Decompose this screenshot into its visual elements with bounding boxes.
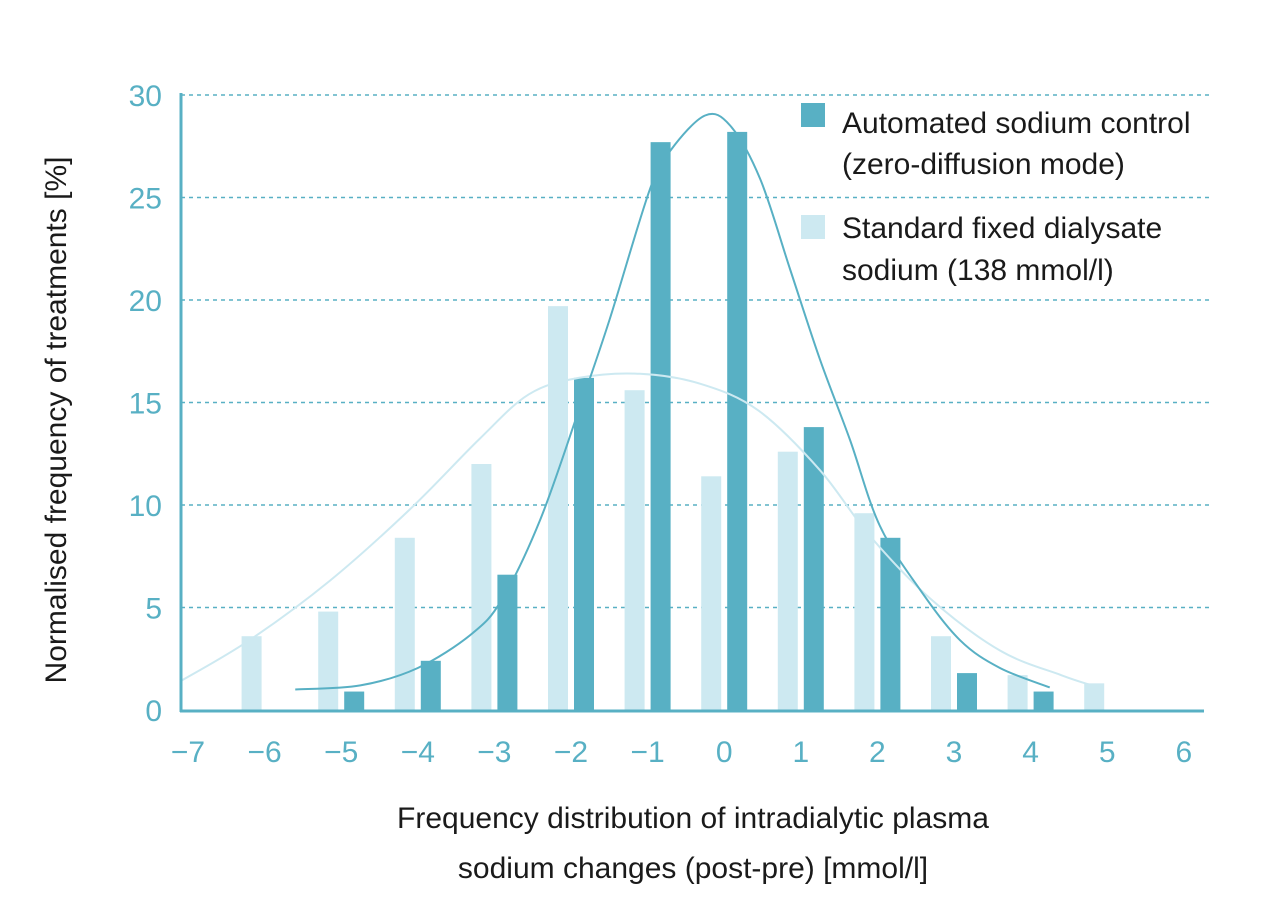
x-tick-label: −3 [477,736,511,769]
y-tick-label: 25 [129,183,162,216]
x-tick-label: −6 [247,736,281,769]
bar-standard [931,636,951,710]
bar-standard [624,390,645,710]
bar-automated [803,427,824,710]
bar-automated [957,673,977,710]
x-tick-label: 4 [1022,736,1039,769]
axes [179,93,1204,713]
x-axis-label-line2: sodium changes (post-pre) [mmol/l] [458,852,928,885]
x-tick-label: −7 [171,736,205,769]
y-tick-label: 30 [129,80,162,113]
fit-curve-automated [295,112,1051,691]
bar-standard [394,537,415,710]
x-tick-label: 1 [792,736,809,769]
bar-automated [727,131,748,710]
bar-standard [1007,675,1028,710]
bar-automated [420,660,441,710]
bar-automated [880,537,901,710]
bar-automated [574,377,594,710]
x-tick-label: −1 [630,736,664,769]
legend-label-standard-1: Standard fixed dialysate [842,212,1162,245]
x-tick-label: −5 [324,736,358,769]
legend-swatch-automated [801,103,825,127]
bar-standard [318,611,339,710]
gridlines [181,94,1210,609]
legend-label-automated-2: (zero-diffusion mode) [842,148,1125,181]
bar-standard [854,513,875,710]
y-tick-labels: 0 5 10 15 20 25 30 [129,80,162,728]
bar-automated [1033,691,1054,710]
legend-label-standard-2: sodium (138 mmol/l) [842,254,1114,287]
x-tick-label: 6 [1175,736,1192,769]
bar-automated [497,574,518,710]
y-axis-label: Normalised frequency of treatments [%] [40,157,73,684]
x-tick-label: 2 [869,736,886,769]
bar-standard [471,464,492,710]
legend-label-automated-1: Automated sodium control [842,107,1191,140]
y-tick-label: 20 [129,285,162,318]
y-tick-label: 15 [129,388,162,421]
x-tick-label: −4 [401,736,435,769]
x-tick-label: −2 [554,736,588,769]
x-tick-label: 3 [946,736,963,769]
bar-standard [1084,683,1105,710]
x-tick-labels: −7 −6 −5 −4 −3 −2 −1 0 1 2 3 4 5 6 [171,736,1192,769]
x-tick-label: 0 [716,736,733,769]
y-tick-label: 0 [145,695,162,728]
x-tick-label: 5 [1099,736,1116,769]
x-axis-label-line1: Frequency distribution of intradialytic … [397,802,989,835]
legend: Automated sodium control (zero-diffusion… [801,103,1191,287]
bar-automated [650,142,671,710]
bar-standard [548,306,568,710]
bars [241,131,1105,710]
bar-standard [701,476,722,710]
bar-automated [344,691,365,710]
y-tick-label: 10 [129,490,162,523]
bar-standard [241,636,262,710]
bar-standard [777,451,798,710]
fit-curve-standard [179,372,1093,687]
legend-swatch-standard [801,215,825,239]
fit-curves [179,112,1093,691]
y-tick-label: 5 [145,593,162,626]
